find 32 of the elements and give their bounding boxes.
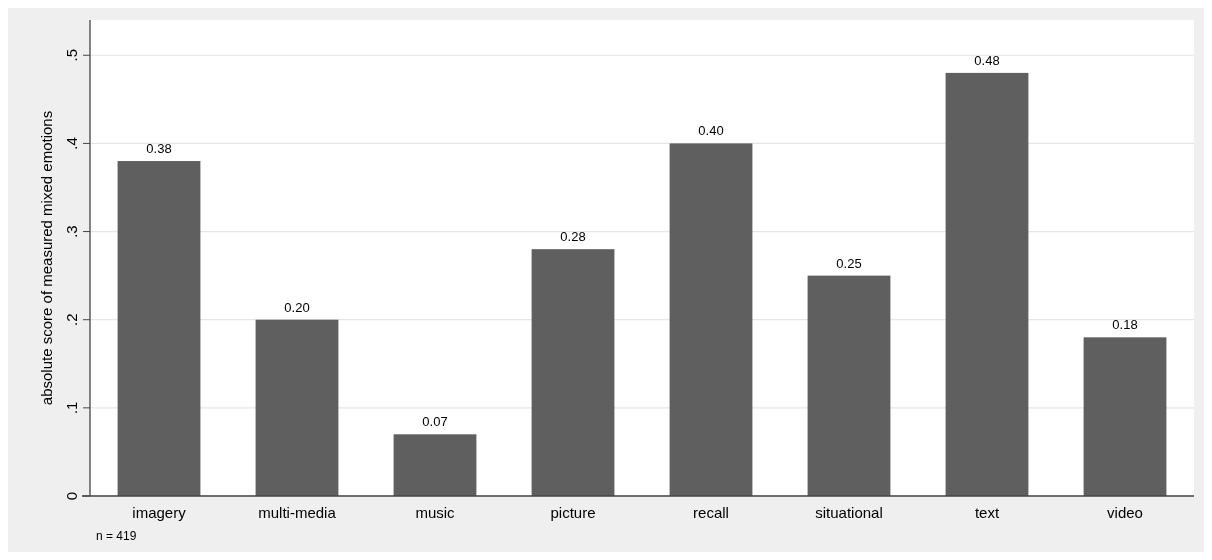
bar xyxy=(945,72,1029,496)
x-tick-label: picture xyxy=(550,504,596,521)
bar xyxy=(1083,337,1167,496)
data-label: 0.20 xyxy=(284,299,310,315)
x-tick-label: recall xyxy=(693,504,729,521)
y-axis-title: absolute score of measured mixed emotions xyxy=(38,110,55,406)
bar xyxy=(807,275,891,496)
y-tick-label: .5 xyxy=(63,49,80,62)
y-tick-label: 0 xyxy=(63,491,80,501)
x-tick-label: multi-media xyxy=(258,504,337,521)
y-tick-label: .1 xyxy=(63,401,80,415)
data-label: 0.28 xyxy=(560,229,586,245)
bar xyxy=(669,143,753,496)
y-tick-label: .2 xyxy=(63,313,80,326)
text: n = 419 xyxy=(96,529,137,543)
y-tick-label: .3 xyxy=(63,225,80,238)
data-label: 0.18 xyxy=(1112,317,1138,333)
data-label: 0.07 xyxy=(422,414,448,430)
x-tick-label: text xyxy=(974,504,1000,521)
y-tick-label: .4 xyxy=(63,137,80,150)
bar xyxy=(117,161,201,496)
x-tick-label: imagery xyxy=(132,504,187,521)
x-tick-label: video xyxy=(1107,504,1143,521)
bar xyxy=(393,434,477,496)
bar xyxy=(531,249,615,496)
data-label: 0.48 xyxy=(974,52,1000,68)
x-tick-label: situational xyxy=(815,504,883,521)
x-tick-label: music xyxy=(415,504,456,521)
data-label: 0.38 xyxy=(146,141,172,157)
data-label: 0.25 xyxy=(836,255,862,271)
bar xyxy=(255,319,339,496)
data-label: 0.40 xyxy=(698,123,724,139)
